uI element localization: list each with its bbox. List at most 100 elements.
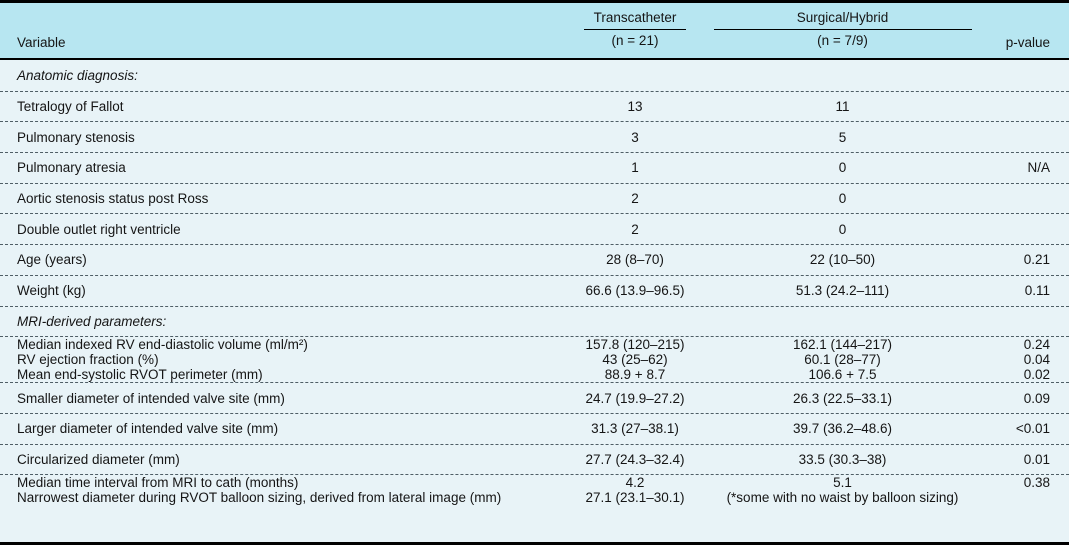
table-row-line: RV ejection fraction (%) 43 (25–62) 60.1 (… (0, 352, 1069, 367)
table-row-line: Pulmonary stenosis 3 5 (0, 122, 1069, 152)
table-row: Anatomic diagnosis: (0, 60, 1069, 91)
surgical-hybrid-value: 60.1 (28–77) (804, 352, 881, 368)
table-row: Pulmonary atresia 1 0 N/A (0, 152, 1069, 183)
table-row-line: Median indexed RV end-diastolic volume (… (0, 337, 1069, 352)
surgical-hybrid-value: 39.7 (36.2–48.6) (792, 421, 893, 437)
table-row-line: Aortic stenosis status post Ross 2 0 (0, 184, 1069, 214)
pvalue-cell: 0.02 (1023, 367, 1050, 383)
table-row: Age (years) 28 (8–70) 22 (10–50) 0.21 (0, 244, 1069, 275)
variable-cell: Narrowest diameter during RVOT balloon s… (17, 490, 502, 506)
transcatheter-value: 3 (631, 129, 639, 145)
transcatheter-value: 2 (631, 221, 639, 237)
column-header-variable: Variable (17, 35, 66, 50)
pvalue-cell: 0.21 (1023, 252, 1050, 268)
table-row: Double outlet right ventricle 2 0 (0, 213, 1069, 244)
surgical-hybrid-value: 5 (838, 129, 847, 145)
transcatheter-value: 2 (631, 191, 639, 207)
surgical-hybrid-value: 11 (835, 99, 850, 115)
table-row-line: Double outlet right ventricle 2 0 (0, 214, 1069, 244)
variable-cell: Age (years) (17, 252, 87, 268)
table-row: MRI-derived parameters: (0, 305, 1069, 337)
variable-cell: Median time interval from MRI to cath (m… (17, 475, 299, 491)
transcatheter-value: 1 (631, 160, 639, 176)
variable-cell: MRI-derived parameters: (17, 313, 167, 329)
surgical-hybrid-value: 5.1 (833, 475, 852, 491)
transcatheter-value: 28 (8–70) (606, 252, 664, 268)
surgical-hybrid-value: 0 (838, 160, 847, 176)
variable-cell: Weight (kg) (17, 283, 86, 299)
surgical-hybrid-value: 162.1 (144–217) (792, 337, 893, 353)
variable-cell: RV ejection fraction (%) (17, 352, 159, 368)
table-row-line: Weight (kg) 66.6 (13.9–96.5) 51.3 (24.2–11… (0, 276, 1069, 306)
table-row: Circularized diameter (mm) 27.7 (24.3–32.… (0, 443, 1069, 475)
transcatheter-value: 27.1 (23.1–30.1) (585, 490, 685, 506)
variable-cell: Double outlet right ventricle (17, 221, 181, 237)
surgical-hybrid-header-rule (713, 29, 972, 30)
column-header-pvalue: p-value (1005, 35, 1050, 50)
transcatheter-value: 13 (627, 99, 643, 115)
surgical-hybrid-value: 0 (838, 221, 847, 237)
table-row: Median indexed RV end-diastolic volume (… (0, 336, 1069, 382)
table-row: Smaller diameter of intended valve site … (0, 382, 1069, 413)
pvalue-cell: 0.04 (1023, 352, 1050, 368)
column-header-surgical-hybrid: Surgical/Hybrid (n = 7/9) (710, 3, 975, 58)
surgical-hybrid-value: 22 (10–50) (809, 252, 876, 268)
transcatheter-value: 4.2 (625, 475, 645, 491)
variable-cell: Pulmonary atresia (17, 160, 126, 176)
pvalue-cell: N/A (1027, 160, 1050, 176)
table-row-line: Anatomic diagnosis: (0, 60, 1069, 91)
transcatheter-header-rule (584, 29, 686, 30)
surgical-hybrid-value: 33.5 (30.3–38) (798, 451, 887, 467)
table-row: Larger diameter of intended valve site (… (0, 412, 1069, 444)
pvalue-cell: 0.24 (1023, 337, 1050, 353)
transcatheter-value: 43 (25–62) (602, 352, 668, 368)
column-header-transcatheter: Transcatheter (n = 21) (560, 3, 710, 58)
variable-cell: Tetralogy of Fallot (17, 99, 124, 115)
table-row: Pulmonary stenosis 3 5 (0, 121, 1069, 152)
table-row-line: Mean end-systolic RVOT perimeter (mm) 88.… (0, 367, 1069, 382)
table-row-line: Narrowest diameter during RVOT balloon s… (0, 490, 1069, 505)
surgical-hybrid-value: (*some with no waist by balloon sizing) (726, 490, 959, 506)
pvalue-cell: 0.38 (1023, 475, 1050, 491)
surgical-hybrid-value: 26.3 (22.5–33.1) (792, 390, 893, 406)
surgical-hybrid-value: 51.3 (24.2–111) (795, 283, 890, 299)
table-header: Variable Transcatheter (n = 21) Surgical… (0, 3, 1069, 60)
transcatheter-value: 157.8 (120–215) (585, 337, 685, 353)
transcatheter-value: 31.3 (27–38.1) (591, 421, 679, 437)
variable-cell: Median indexed RV end-diastolic volume (… (17, 337, 308, 353)
table-row: Tetralogy of Fallot 13 11 (0, 90, 1069, 122)
table-row: Weight (kg) 66.6 (13.9–96.5) 51.3 (24.2–11… (0, 274, 1069, 306)
surgical-hybrid-group-label: Surgical/Hybrid (796, 10, 889, 25)
transcatheter-value: 88.9 + 8.7 (604, 367, 666, 383)
transcatheter-n-label: (n = 21) (611, 33, 659, 48)
transcatheter-value: 66.6 (13.9–96.5) (585, 283, 685, 299)
table-row-line: Pulmonary atresia 1 0 N/A (0, 153, 1069, 183)
variable-cell: Circularized diameter (mm) (17, 451, 180, 467)
pvalue-cell: 0.09 (1023, 390, 1050, 406)
variable-cell: Smaller diameter of intended valve site … (17, 390, 285, 406)
table-row-line: Circularized diameter (mm) 27.7 (24.3–32.… (0, 445, 1069, 475)
table-row-line: Larger diameter of intended valve site (… (0, 414, 1069, 444)
surgical-hybrid-n-label: (n = 7/9) (817, 33, 868, 48)
table-row: Aortic stenosis status post Ross 2 0 (0, 182, 1069, 214)
transcatheter-value: 24.7 (19.9–27.2) (585, 390, 685, 406)
table-row-line: Smaller diameter of intended valve site … (0, 383, 1069, 413)
surgical-hybrid-value: 0 (838, 191, 847, 207)
variable-cell: Aortic stenosis status post Ross (17, 191, 209, 207)
variable-cell: Anatomic diagnosis: (17, 67, 138, 83)
surgical-hybrid-value: 106.6 + 7.5 (808, 367, 877, 383)
table-body: Anatomic diagnosis: Tetralogy of Fallot 13… (0, 60, 1069, 542)
table-row: Median time interval from MRI to cath (m… (0, 474, 1069, 505)
table-row-line: Tetralogy of Fallot 13 11 (0, 92, 1069, 122)
transcatheter-group-label: Transcatheter (593, 10, 677, 25)
variable-cell: Pulmonary stenosis (17, 129, 135, 145)
table-row-line: MRI-derived parameters: (0, 307, 1069, 337)
table-row-line: Median time interval from MRI to cath (m… (0, 475, 1069, 490)
table-row-line: Age (years) 28 (8–70) 22 (10–50) 0.21 (0, 245, 1069, 275)
variable-cell: Mean end-systolic RVOT perimeter (mm) (17, 367, 263, 383)
pvalue-cell: 0.11 (1024, 283, 1050, 299)
pvalue-cell: 0.01 (1023, 451, 1050, 467)
transcatheter-value: 27.7 (24.3–32.4) (585, 451, 685, 467)
variable-cell: Larger diameter of intended valve site (… (17, 421, 279, 437)
